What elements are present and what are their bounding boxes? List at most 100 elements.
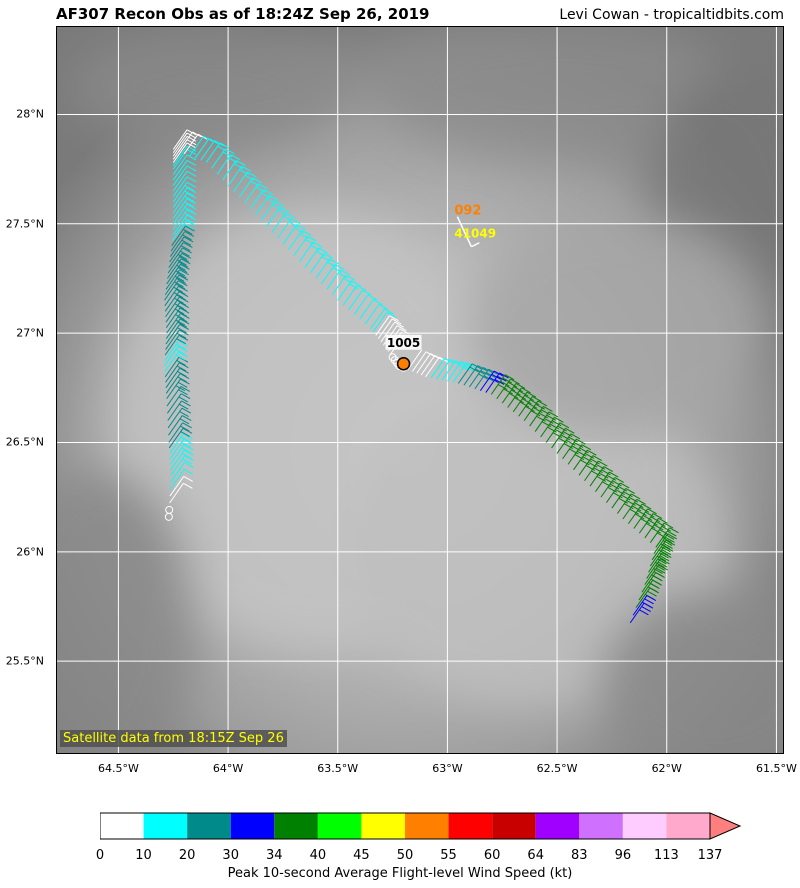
wind-barb <box>165 367 189 389</box>
colorbar-tick-label: 34 <box>266 848 283 863</box>
colorbar-segment <box>317 813 362 839</box>
wind-barb <box>166 263 190 285</box>
wind-barb <box>169 482 193 504</box>
x-tick-label: 61.5°W <box>755 762 797 775</box>
wind-barb <box>523 400 548 421</box>
wind-barb <box>169 236 194 257</box>
wind-barb <box>164 340 188 361</box>
wind-barb <box>629 602 654 624</box>
wind-barb <box>584 460 608 482</box>
x-tick-label: 63.5°W <box>317 762 359 775</box>
wind-barb <box>164 291 189 312</box>
wind-barb <box>512 391 537 413</box>
wind-barb <box>490 374 515 395</box>
colorbar-tick-label: 96 <box>614 848 632 863</box>
x-tick-label: 63°W <box>432 762 463 775</box>
credit-text: Levi Cowan - tropicaltidbits.com <box>559 7 784 23</box>
colorbar-outline <box>100 812 711 840</box>
wind-barb <box>238 177 263 198</box>
colorbar <box>100 812 742 840</box>
wind-barb <box>172 220 196 241</box>
wind-barb <box>556 433 581 454</box>
colorbar-tick-label: 55 <box>440 848 457 863</box>
wind-barb <box>309 252 334 274</box>
wind-barb <box>164 334 189 356</box>
wind-barb <box>172 170 197 192</box>
wind-barb <box>189 135 213 157</box>
wind-barb <box>170 455 195 476</box>
satellite-note: Satellite data from 18:15Z Sep 26 <box>60 730 287 747</box>
wind-barb <box>578 455 603 476</box>
wind-barb <box>573 449 597 471</box>
colorbar-segment <box>492 813 536 839</box>
wind-barb <box>170 449 194 471</box>
wind-barb <box>164 356 189 378</box>
wind-barb <box>172 142 197 163</box>
colorbar-tick-label: 20 <box>178 848 196 863</box>
wind-barb <box>282 224 306 245</box>
wind-barb <box>168 247 192 268</box>
wind-barb <box>172 132 197 154</box>
wind-barb <box>165 373 190 394</box>
wind-barb <box>172 181 197 203</box>
wind-barb <box>166 378 190 400</box>
buoy-wind-barb <box>456 216 473 248</box>
y-tick-label: 28°N <box>16 107 44 121</box>
wind-barb <box>164 274 189 296</box>
wind-barb <box>595 471 619 492</box>
wind-barb <box>168 422 192 443</box>
wind-barb <box>359 299 383 320</box>
x-tick-label: 64.5°W <box>97 762 139 775</box>
x-tick-label: 62°W <box>651 762 682 775</box>
wind-barb <box>407 349 423 370</box>
wind-barb <box>320 263 345 285</box>
colorbar-tick-label: 113 <box>654 848 679 863</box>
wind-barb <box>364 303 389 325</box>
buoy-wind-barb-flag <box>471 242 480 248</box>
wind-barb <box>326 269 350 290</box>
wind-barb <box>172 176 197 197</box>
wind-barb <box>165 505 174 514</box>
wind-barb <box>165 302 189 323</box>
buoy-wind-dir-label: 092 <box>454 204 481 219</box>
wind-barb <box>164 351 188 372</box>
wind-barb <box>194 138 219 159</box>
wind-barb <box>627 503 652 525</box>
wind-barb <box>171 225 195 246</box>
wind-barb <box>507 387 531 408</box>
wind-barb <box>375 315 399 336</box>
wind-barb <box>304 247 328 268</box>
wind-barb <box>166 258 191 279</box>
colorbar-tick-label: 137 <box>697 848 723 863</box>
y-tick-label: 25.5°N <box>5 654 44 668</box>
wind-barb <box>518 396 542 417</box>
wind-barb <box>165 296 189 318</box>
wind-barb <box>172 165 197 186</box>
wind-barb <box>222 159 246 181</box>
satellite-map: 1005 092 41049 <box>56 26 784 754</box>
wind-barb <box>646 558 670 579</box>
wind-barb <box>178 131 202 152</box>
colorbar-tick-label: 60 <box>483 848 501 863</box>
wind-barb <box>167 252 192 274</box>
wind-barb <box>638 513 663 534</box>
wind-barb <box>600 477 624 498</box>
y-tick-label: 26.5°N <box>5 435 44 449</box>
wind-barb <box>172 214 197 236</box>
wind-barb <box>260 200 284 222</box>
wind-barb <box>529 405 553 427</box>
colorbar-label: Peak 10-second Average Flight-level Wind… <box>227 866 573 881</box>
y-tick-label: 26°N <box>16 545 44 559</box>
wind-barb <box>165 362 189 383</box>
wind-barb <box>165 329 189 350</box>
wind-barb <box>200 140 224 161</box>
wind-barb <box>165 318 190 339</box>
wind-barb <box>172 129 197 150</box>
wind-barb <box>227 165 252 187</box>
wind-barb <box>205 142 230 163</box>
wind-barb <box>255 194 279 216</box>
wind-barb <box>611 487 635 509</box>
wind-barb <box>606 482 630 503</box>
map-svg: 1005 092 41049 <box>57 27 783 753</box>
colorbar-tick-label: 64 <box>527 848 544 863</box>
